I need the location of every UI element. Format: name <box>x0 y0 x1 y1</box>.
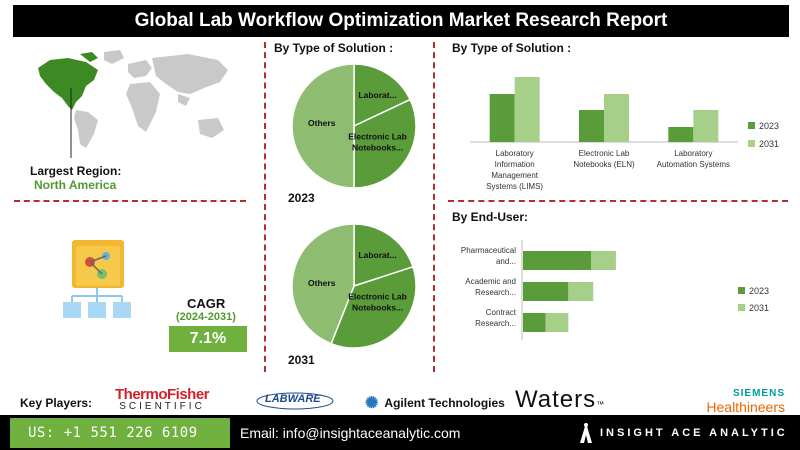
bar <box>523 251 591 270</box>
pie-2031-year-label: 2031 <box>288 353 315 367</box>
enduser-section-title: By End-User: <box>452 210 529 224</box>
bar <box>523 282 569 301</box>
pie-slice <box>353 63 412 128</box>
category-label: Contract <box>486 308 517 317</box>
pie-slice <box>330 265 417 349</box>
network-folder-icon <box>63 240 131 318</box>
pie-slice <box>291 223 355 345</box>
pie-slice <box>353 98 417 189</box>
divider-left <box>264 42 266 372</box>
category-label: Automation Systems <box>657 160 730 169</box>
category-label: Academic and <box>465 277 516 286</box>
category-label: and... <box>496 257 516 266</box>
agilent-logo: ✺ Agilent Technologies <box>365 395 505 412</box>
category-label: Laboratory <box>674 149 712 158</box>
bar <box>514 77 540 142</box>
labware-logo: LABWARE <box>255 390 335 417</box>
category-label: Notebooks (ELN) <box>573 160 635 169</box>
largest-region-value: North America <box>34 178 117 192</box>
legend-label: 2031 <box>759 139 779 149</box>
divider-left-horizontal <box>14 200 246 202</box>
legend-swatch <box>748 140 755 147</box>
category-label: Systems (LIMS) <box>486 182 543 191</box>
cagr-value: 7.1% <box>169 326 247 352</box>
pie-slice-label: Laborat... <box>358 250 396 260</box>
pie-slice <box>291 63 355 189</box>
siemens-healthineers-logo: SIEMENS Healthineers <box>706 388 785 415</box>
bar <box>668 127 694 142</box>
page-title: Global Lab Workflow Optimization Market … <box>13 5 789 37</box>
category-label: Pharmaceutical <box>461 246 516 255</box>
pie-slice-label: Others <box>308 118 336 128</box>
category-label: Management <box>491 171 538 180</box>
bar <box>579 110 604 142</box>
bar <box>523 313 546 332</box>
north-america-shape <box>38 58 98 110</box>
brand-name: INSIGHT ACE ANALYTIC <box>600 427 788 439</box>
pie-slice-label: Electronic Lab <box>348 292 407 302</box>
bar-chart-end-user: Pharmaceutical and... Academic and Research… <box>461 240 769 340</box>
world-map-icon <box>38 50 228 158</box>
bar <box>604 94 629 142</box>
pie-2023-year-label: 2023 <box>288 191 315 205</box>
pie-slice-label: Notebooks... <box>352 303 403 313</box>
pie-slice-label: Notebooks... <box>352 143 403 153</box>
cagr-period: (2024-2031) <box>176 311 236 323</box>
legend-label: 2023 <box>759 121 779 131</box>
pie-slice-label: Laborat... <box>358 90 396 100</box>
key-players-label: Key Players: <box>20 396 93 410</box>
waters-logo: Waters™ <box>515 386 606 413</box>
thermofisher-logo: ThermoFisher SCIENTIFIC <box>115 386 210 412</box>
divider-right-horizontal <box>448 200 788 202</box>
pie-slice-label: Others <box>308 278 336 288</box>
agilent-spark-icon: ✺ <box>365 395 379 412</box>
category-label: Research... <box>475 319 516 328</box>
legend-swatch <box>738 304 745 311</box>
largest-region-label: Largest Region: <box>30 164 122 178</box>
email-link[interactable]: Email: info@insightaceanalytic.com <box>240 425 461 441</box>
category-label: Laboratory <box>496 149 534 158</box>
legend-swatch <box>748 122 755 129</box>
bar-section-title: By Type of Solution : <box>452 41 572 55</box>
legend-swatch <box>738 287 745 294</box>
divider-right <box>433 42 435 372</box>
pie-slice-label: Electronic Lab <box>348 132 407 142</box>
phone-number[interactable]: US: +1 551 226 6109 <box>10 418 230 448</box>
insight-ace-logo-icon <box>580 423 592 443</box>
cagr-label: CAGR <box>187 296 226 311</box>
bar-chart-type-of-solution: Laboratory Information Management Systems (… <box>470 77 779 191</box>
bar <box>693 110 719 142</box>
bar <box>568 282 594 301</box>
bar <box>489 94 515 142</box>
legend-label: 2023 <box>749 286 769 296</box>
category-label: Electronic Lab <box>579 149 630 158</box>
legend-label: 2031 <box>749 303 769 313</box>
pie-section-title: By Type of Solution : <box>274 41 394 55</box>
category-label: Research... <box>475 288 516 297</box>
pie-slice <box>353 223 414 288</box>
bar <box>591 251 616 270</box>
category-label: Information <box>495 160 535 169</box>
bar <box>545 313 569 332</box>
